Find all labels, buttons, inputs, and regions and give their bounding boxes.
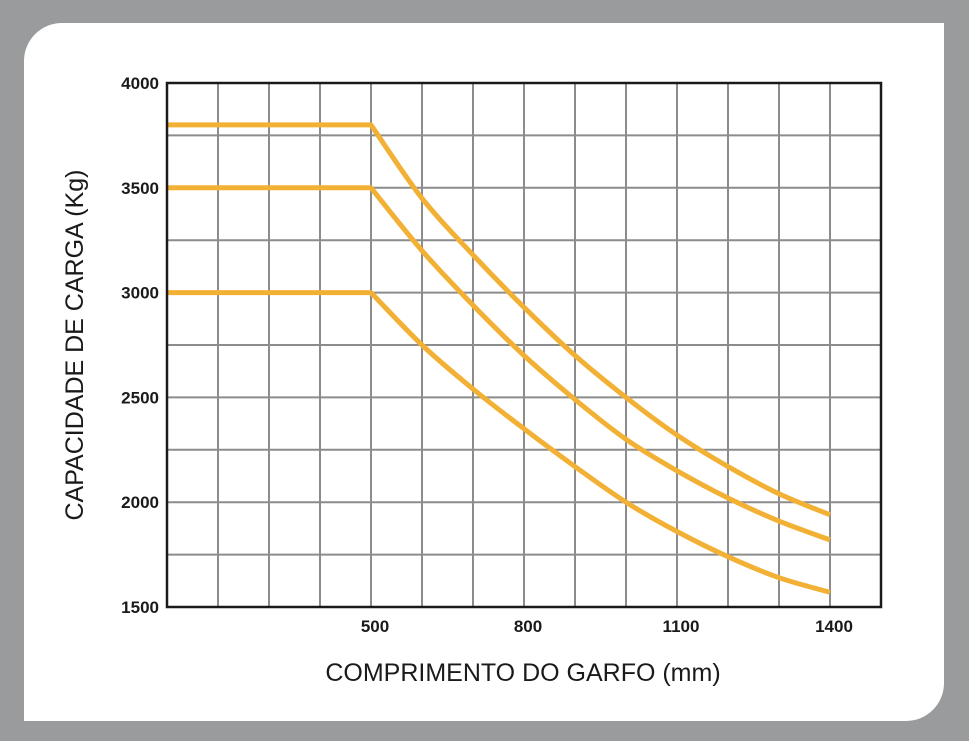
chart-card [24, 23, 944, 721]
y-tick-labels: 1500 2000 2500 3000 3500 4000 [121, 74, 159, 617]
series-group [167, 122, 831, 595]
y-axis-title: CAPACIDADE DE CARGA (Kg) [61, 169, 89, 520]
x-tick-labels: 500 800 1100 1400 [361, 617, 853, 636]
y-tick-label: 1500 [121, 598, 159, 617]
series-line-1 [167, 122, 831, 518]
y-tick-label: 3000 [121, 284, 159, 303]
y-tick-label: 4000 [121, 74, 159, 93]
y-tick-label: 3500 [121, 179, 159, 198]
x-tick-label: 500 [361, 617, 389, 636]
y-tick-label: 2000 [121, 493, 159, 512]
plot-frame [165, 81, 883, 609]
x-tick-label: 1400 [815, 617, 853, 636]
series-line-2 [167, 185, 831, 543]
grid [167, 83, 881, 607]
x-tick-label: 1100 [663, 617, 700, 636]
x-tick-label: 800 [514, 617, 542, 636]
x-axis-title: COMPRIMENTO DO GARFO (mm) [325, 659, 720, 687]
y-tick-label: 2500 [121, 388, 159, 407]
series-line-3 [167, 290, 831, 595]
